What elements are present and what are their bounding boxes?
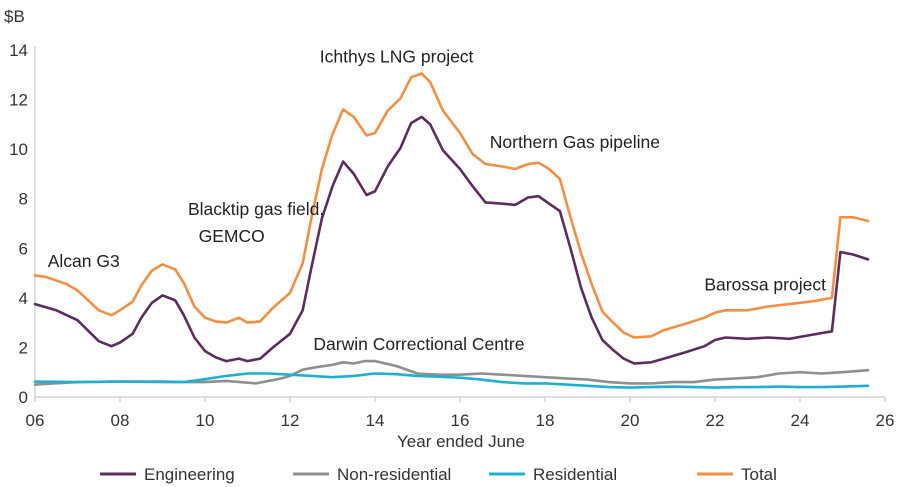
y-tick-label: 6 (19, 239, 28, 258)
y-tick-label: 4 (19, 289, 28, 308)
x-tick-label: 16 (451, 411, 470, 430)
y-tick-label: 2 (19, 338, 28, 357)
legend: Engineering Non-residential Residential Tot… (100, 465, 777, 484)
series-line-non-residential (33, 359, 870, 386)
y-tick-label: 14 (9, 41, 28, 60)
y-tick-label: 12 (9, 91, 28, 110)
y-axis-unit-label: $B (4, 7, 25, 26)
series-line-total (33, 72, 870, 339)
x-tick-label: 22 (706, 411, 725, 430)
x-tick-label: 08 (111, 411, 130, 430)
annotation-barossa: Barossa project (704, 274, 826, 294)
y-tick-label: 8 (19, 190, 28, 209)
legend-label: Engineering (144, 465, 235, 484)
x-tick-label: 26 (876, 411, 895, 430)
x-tick-label: 12 (281, 411, 300, 430)
annotation-ichthys: Ichthys LNG project (320, 46, 474, 66)
legend-label: Total (741, 465, 777, 484)
legend-label: Residential (533, 465, 617, 484)
annotation-alcan: Alcan G3 (48, 251, 120, 271)
x-tick-label: 20 (621, 411, 640, 430)
x-tick-label: 10 (196, 411, 215, 430)
x-axis-title: Year ended June (397, 432, 525, 451)
annotation-blacktip-1: Blacktip gas field, (188, 199, 324, 219)
annotation-darwin: Darwin Correctional Centre (313, 334, 524, 354)
annotation-blacktip-2: GEMCO (199, 226, 265, 246)
series-line-residential (33, 372, 870, 389)
x-tick-label: 06 (26, 411, 45, 430)
x-tick-label: 24 (791, 411, 810, 430)
annotation-northern-gas: Northern Gas pipeline (490, 132, 660, 152)
y-tick-label: 0 (19, 388, 28, 407)
series-layer (33, 72, 870, 389)
x-tick-label: 14 (366, 411, 385, 430)
annotation-layer: Alcan G3 Blacktip gas field, GEMCO Ichthys … (48, 46, 826, 354)
legend-label: Non-residential (337, 465, 451, 484)
y-tick-label: 10 (9, 140, 28, 159)
x-tick-label: 18 (536, 411, 555, 430)
series-line-engineering (33, 115, 870, 365)
